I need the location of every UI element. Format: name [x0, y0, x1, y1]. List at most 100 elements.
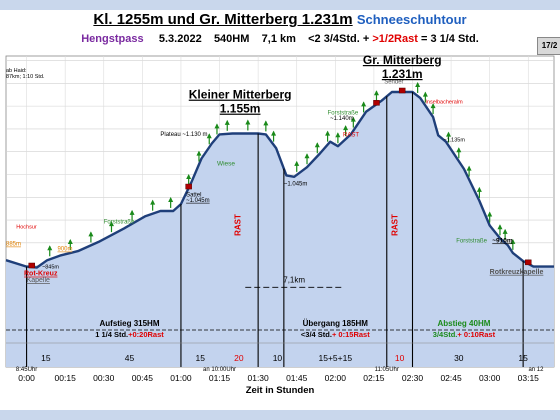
- segment-number: 10: [395, 353, 405, 363]
- x-tick-label: 00:30: [93, 373, 115, 383]
- tree-icon: [47, 245, 53, 257]
- bottom-band: [0, 410, 560, 420]
- annotation-label: ~1.140m: [330, 116, 354, 122]
- section-time-text: 3/4Std.: [433, 330, 458, 339]
- subtitle-rest: >1/2Rast: [372, 33, 418, 45]
- section-time: <3/4 Std.+ 0:15Rast: [301, 330, 370, 339]
- x-tick-label: 03:00: [479, 373, 501, 383]
- subtitle-hm: 540HM: [213, 33, 250, 45]
- tree-icon: [350, 116, 356, 128]
- section-time-text: <3/4 Std.: [301, 330, 332, 339]
- tree-icon: [271, 130, 277, 142]
- profile-area: [6, 92, 554, 367]
- section-rest-text: +0:20Rast: [128, 330, 164, 339]
- annotation-label: Sender: [384, 79, 403, 85]
- x-tick-label: 02:45: [440, 373, 462, 383]
- tree-icon: [67, 239, 73, 251]
- section-rest-text: + 0:10Rast: [457, 330, 495, 339]
- tree-icon: [343, 125, 349, 137]
- hut-icon: [525, 259, 532, 266]
- x-tick-label: 02:15: [363, 373, 385, 383]
- x-axis-title: Zeit in Stunden: [246, 385, 315, 396]
- tree-icon: [168, 196, 174, 208]
- tree-icon: [497, 224, 503, 236]
- x-tick-label: 03:15: [518, 373, 540, 383]
- tree-icon: [245, 119, 251, 131]
- subtitle-total: = 3 1/4 Std.: [420, 33, 479, 45]
- section-title: Abstieg 40HM: [437, 319, 490, 328]
- clock-time-label: an 12: [528, 367, 544, 373]
- clock-time-label: 11:05Uhr: [375, 367, 399, 373]
- x-tick-label: 01:30: [247, 373, 269, 383]
- title-suffix: Schneeschuhtour: [356, 12, 467, 27]
- tree-icon: [422, 91, 428, 103]
- annotation-label: ab Haid:: [6, 68, 27, 74]
- tree-icon: [361, 101, 367, 113]
- annotation-label: Inselbacheralm: [425, 99, 463, 105]
- clock-time-label: an 10:00Uhr: [203, 367, 236, 373]
- tree-icon: [129, 209, 135, 221]
- section-rest-text: + 0:15Rast: [332, 330, 370, 339]
- x-tick-labels: 0:00 00:15 00:30 00:45 01:00 01:15 01:30 01:45 0…: [16, 367, 544, 396]
- tree-icon: [108, 221, 114, 233]
- segment-number: 30: [454, 353, 464, 363]
- hut-icon: [373, 100, 380, 106]
- tree-markers: [47, 81, 516, 257]
- tree-icon: [304, 153, 310, 165]
- x-tick-label: 01:00: [170, 373, 192, 383]
- segment-dividers: [26, 92, 524, 367]
- tree-icon: [186, 174, 192, 186]
- tree-icon: [487, 211, 493, 223]
- tree-icon: [196, 150, 202, 162]
- subtitle-time: <2 3/4Std. +: [308, 33, 370, 45]
- rest-vertical-label: RAST: [234, 214, 243, 236]
- x-tick-label: 02:00: [325, 373, 347, 383]
- tree-icon: [415, 81, 421, 93]
- annotation-label: ~1.045m: [186, 198, 210, 204]
- tree-icon: [456, 147, 462, 159]
- x-tick-label: 01:45: [286, 373, 308, 383]
- tree-icon: [502, 228, 508, 240]
- annotation-label: Plateau ~1.130 m: [160, 132, 207, 138]
- chart-title: Kl. 1255m und Gr. Mitterberg 1.231m Schn…: [0, 11, 560, 28]
- annotation-label: Wiese: [217, 160, 235, 167]
- section-time: 3/4Std.+ 0:10Rast: [433, 330, 496, 339]
- hut-markers: [28, 87, 532, 269]
- peak-name-label: Kleiner Mitterberg: [189, 88, 292, 102]
- x-tick-label: 00:45: [132, 373, 154, 383]
- tree-icon: [206, 133, 212, 145]
- segment-number: 15+5+15: [319, 353, 353, 363]
- x-tick-label: 0:00: [18, 373, 35, 383]
- tree-icon: [88, 231, 94, 243]
- segment-number: 10: [273, 353, 283, 363]
- chart-subtitle: Hengstpass 5.3.2022 540HM 7,1 km <2 3/4S…: [0, 33, 560, 45]
- segment-number: 15: [518, 353, 528, 363]
- rest-vertical-label: RAST: [390, 214, 399, 236]
- section-time-text: 1 1/4 Std.: [95, 330, 128, 339]
- annotation-label: Forststraße: [104, 220, 135, 226]
- annotation-label: Sattel: [186, 192, 201, 198]
- section-title: Aufstieg 315HM: [99, 319, 159, 328]
- annotation-label: 900m: [57, 247, 72, 253]
- section-time: 1 1/4 Std.+0:20Rast: [95, 330, 164, 339]
- title-main: Kl. 1255m und Gr. Mitterberg 1.231m: [93, 11, 353, 28]
- segment-number: 15: [196, 353, 206, 363]
- tree-icon: [510, 238, 516, 250]
- tree-icon: [373, 90, 379, 102]
- tree-icon: [224, 119, 230, 131]
- tree-icon: [294, 160, 300, 172]
- tree-icon: [466, 165, 472, 177]
- annotation-label: ~845m: [42, 264, 59, 270]
- hut-icon: [398, 87, 406, 94]
- subtitle-date: 5.3.2022: [158, 33, 202, 45]
- top-band: [0, 0, 560, 10]
- distance-label: 7,1km: [283, 275, 305, 284]
- tree-icon: [150, 199, 156, 211]
- bottom-segment-band: Aufstieg 315HM 1 1/4 Std.+0:20Rast Übergan…: [6, 319, 554, 363]
- annotation-label: ~910m: [492, 237, 513, 244]
- tree-icon: [325, 130, 331, 142]
- annotation-label: ~1.045m: [284, 181, 308, 187]
- annotation-labels: ab Haid:87km; 1:10 Std. Plateau ~1.130 m S…: [6, 53, 543, 288]
- tree-icon: [476, 186, 482, 198]
- page-number: 17/2: [537, 37, 560, 55]
